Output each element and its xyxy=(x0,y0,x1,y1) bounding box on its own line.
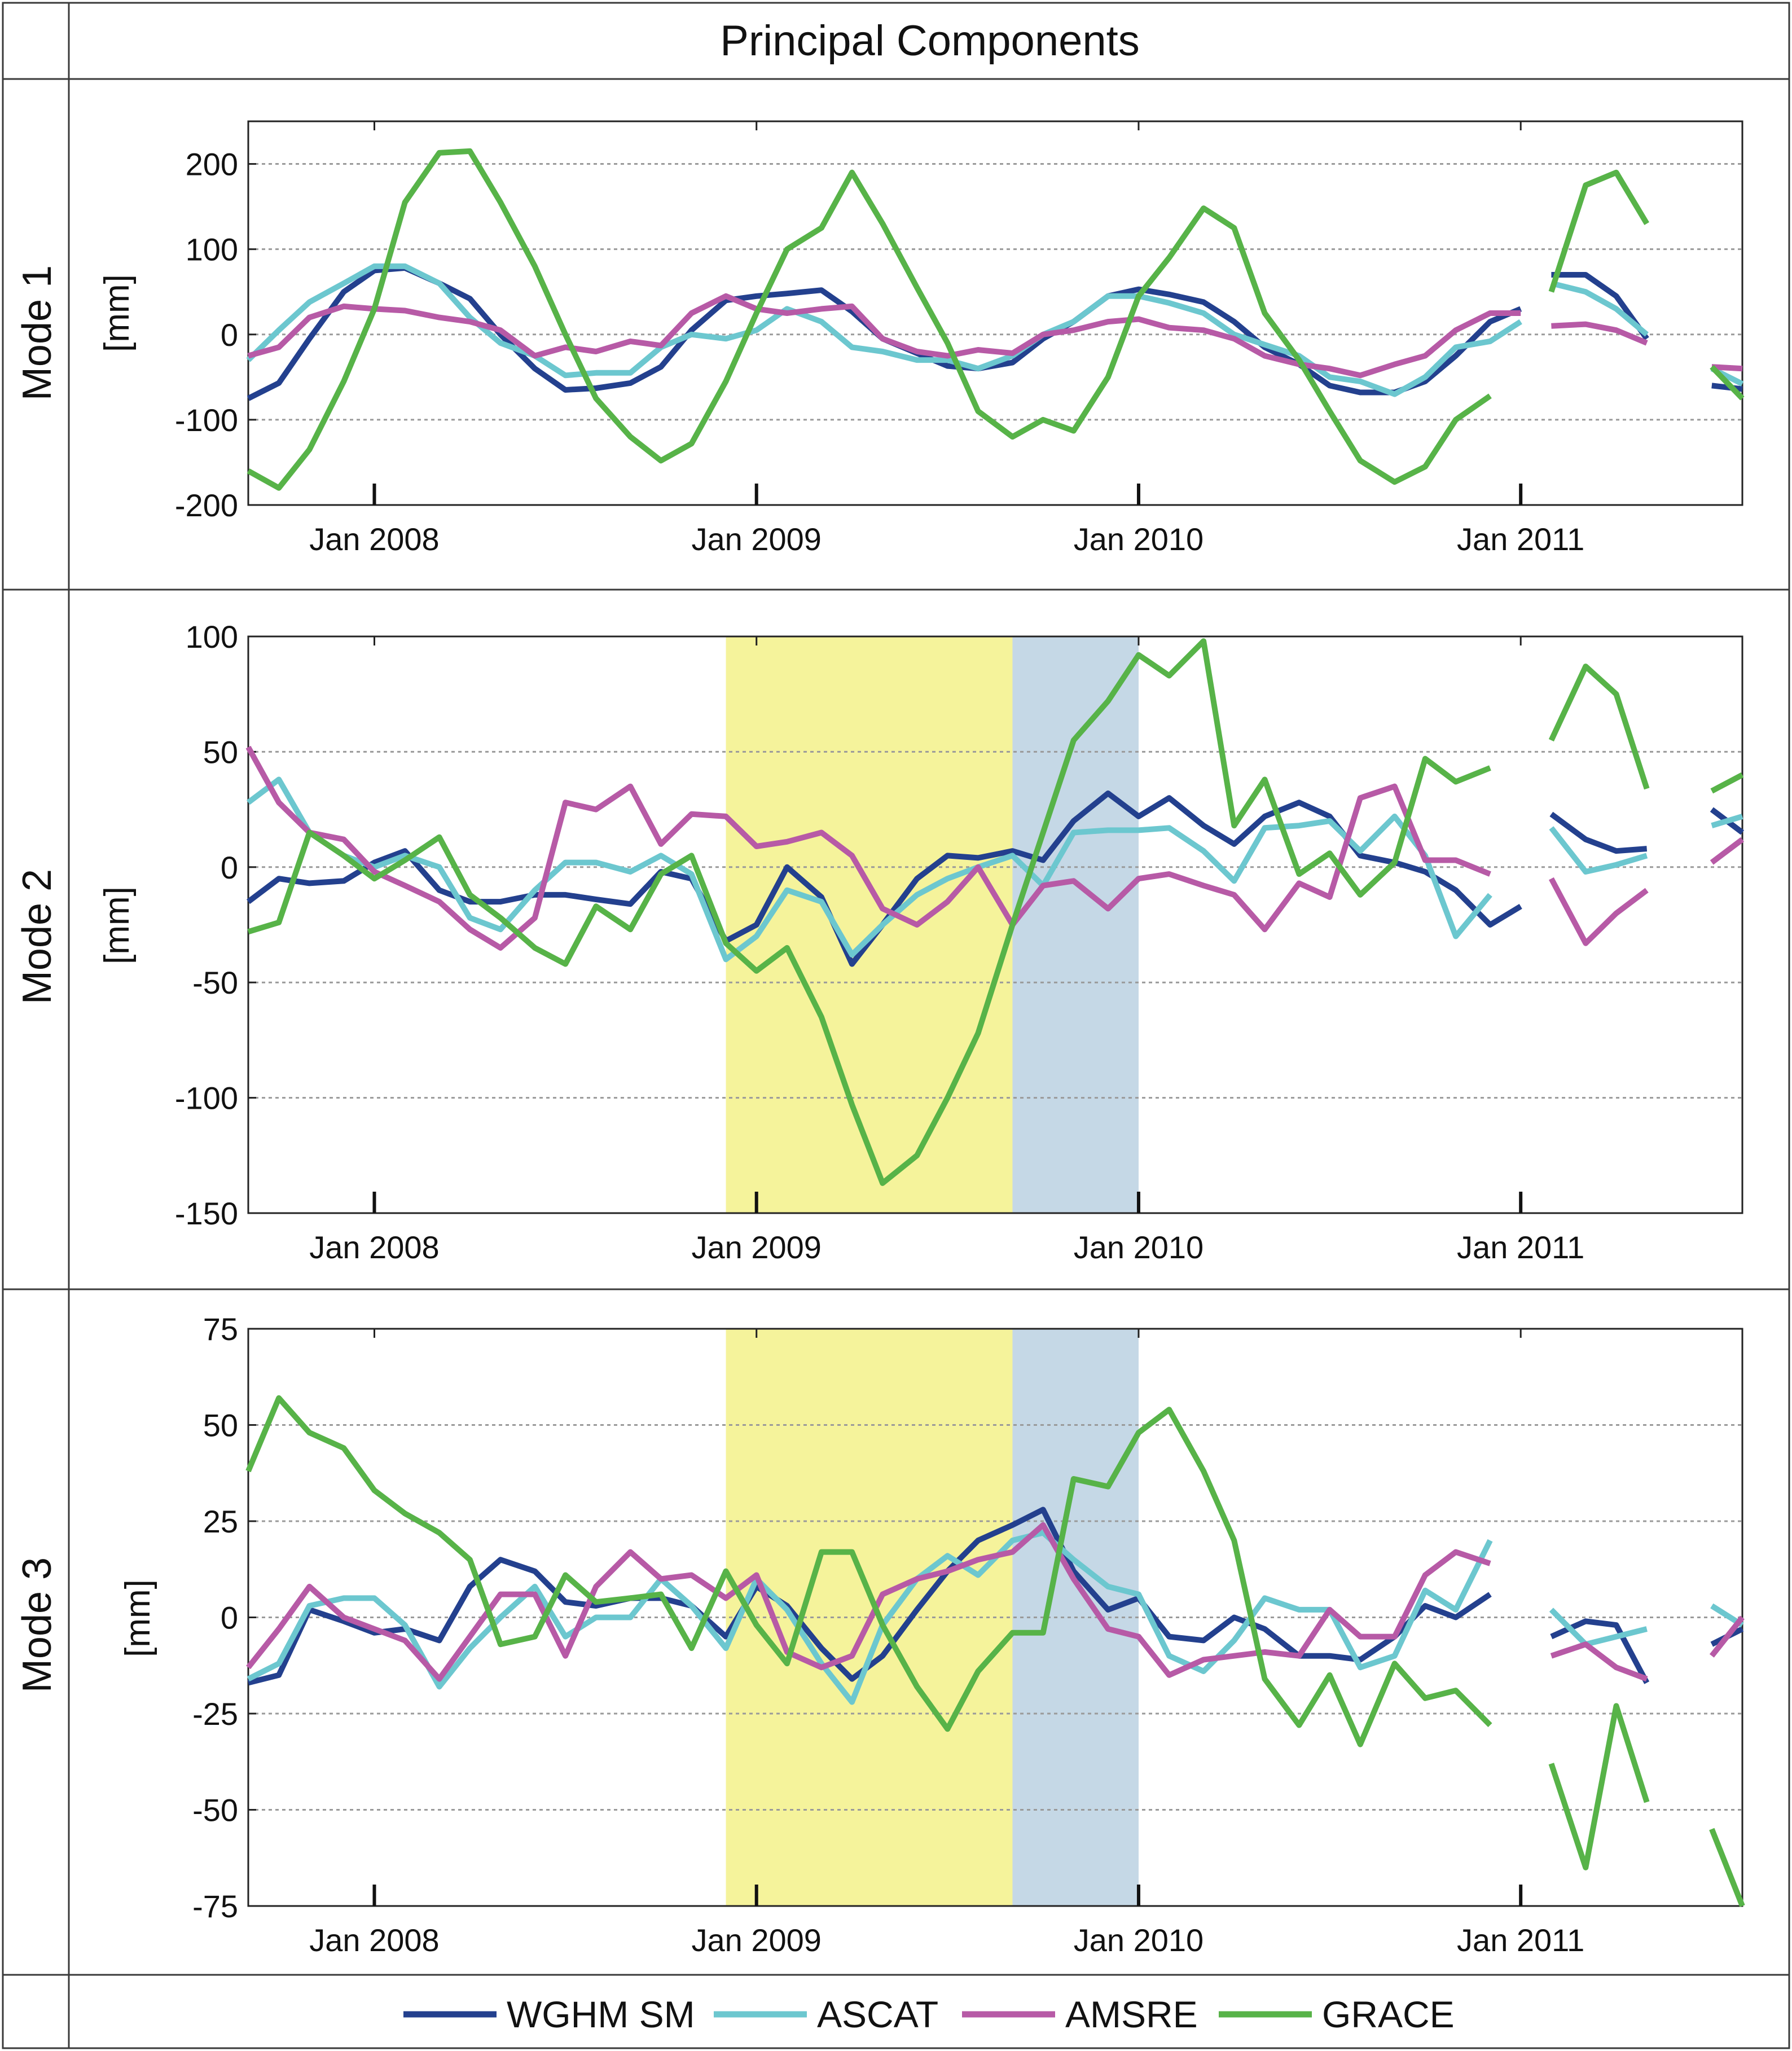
series-line-amsre-mode3 xyxy=(246,1522,1745,1682)
series-line-grace-mode2 xyxy=(247,638,1744,1186)
legend-label-wghm-sm: WGHM SM xyxy=(507,1993,695,2035)
y-tick-label: 25 xyxy=(203,1504,238,1539)
legend-item-wghm-sm: WGHM SM xyxy=(403,1993,695,2035)
y-tick-label: -100 xyxy=(175,1081,238,1116)
x-tick-label: Jan 2008 xyxy=(309,1229,439,1265)
y-tick-label: 75 xyxy=(203,1311,238,1347)
y-axis-unit-label: [mm] xyxy=(98,274,137,352)
y-tick-label: 100 xyxy=(186,619,238,655)
x-tick-label: Jan 2011 xyxy=(1457,521,1584,557)
series-line-amsre-mode2 xyxy=(245,745,1745,951)
series-line-amsre-mode1 xyxy=(247,293,1743,379)
series-line-ascat-mode1 xyxy=(246,263,1744,397)
y-tick-label: 50 xyxy=(203,734,238,770)
legend-item-ascat: ASCAT xyxy=(714,1993,938,2035)
series-line-grace-mode3 xyxy=(245,1395,1745,1907)
shaded-period-1 xyxy=(726,636,1013,1213)
y-tick-label: -150 xyxy=(175,1196,238,1231)
y-tick-label: -100 xyxy=(175,402,238,438)
y-tick-label: -25 xyxy=(192,1696,238,1732)
series-line-wghm-sm-mode1 xyxy=(247,265,1743,401)
panels-group: -200 -100 0 100 200 Jan 2008 Jan 2009 Jan 2010 J… xyxy=(15,120,1745,1958)
y-tick-label: -50 xyxy=(192,965,238,1000)
y-tick-label: 200 xyxy=(186,147,238,182)
x-tick-label: Jan 2009 xyxy=(692,521,822,557)
legend-item-amsre: AMSRE xyxy=(962,1993,1198,2035)
y-tick-label: 0 xyxy=(221,317,238,353)
shaded-period-2 xyxy=(1012,636,1139,1213)
panel-3: -75 -50 -25 0 25 50 75 Jan 2008 Jan 2009 Jan 2010… xyxy=(15,1311,1745,1958)
legend-label-grace: GRACE xyxy=(1322,1993,1455,2035)
x-tick-label: Jan 2008 xyxy=(309,521,439,557)
x-tick-label: Jan 2010 xyxy=(1074,1922,1204,1958)
figure-title: Principal Components xyxy=(720,17,1140,65)
y-tick-label: 0 xyxy=(221,850,238,885)
plot-area xyxy=(247,635,1743,1214)
panel-2: -150 -100 -50 0 50 100 Jan 2008 Jan 2009 Jan 201… xyxy=(15,619,1745,1265)
x-tick-label: Jan 2010 xyxy=(1074,521,1204,557)
x-tick-label: Jan 2010 xyxy=(1074,1229,1204,1265)
series-line-grace-mode1 xyxy=(247,148,1745,491)
x-tick-label: Jan 2011 xyxy=(1457,1922,1584,1958)
panel-1: -200 -100 0 100 200 Jan 2008 Jan 2009 Jan 2010 J… xyxy=(15,120,1745,557)
x-tick-label: Jan 2008 xyxy=(309,1922,439,1958)
y-tick-label: 50 xyxy=(203,1408,238,1443)
y-tick-label: -50 xyxy=(192,1793,238,1828)
legend-item-grace: GRACE xyxy=(1219,1993,1455,2035)
y-tick-label: -200 xyxy=(175,488,238,523)
y-tick-label: -75 xyxy=(192,1888,238,1924)
plot-area xyxy=(247,120,1743,506)
legend: WGHM SM ASCAT AMSRE GRACE xyxy=(403,1993,1455,2035)
mode-label: Mode 3 xyxy=(15,1557,60,1693)
y-axis-unit-label: [mm] xyxy=(98,886,137,964)
y-tick-label: 100 xyxy=(186,232,238,267)
x-tick-label: Jan 2009 xyxy=(692,1229,822,1265)
legend-label-ascat: ASCAT xyxy=(817,1993,938,2035)
x-tick-label: Jan 2009 xyxy=(692,1922,822,1958)
legend-label-amsre: AMSRE xyxy=(1065,1993,1198,2035)
x-tick-label: Jan 2011 xyxy=(1457,1229,1584,1265)
y-tick-label: 0 xyxy=(221,1600,238,1636)
mode-label: Mode 2 xyxy=(15,869,60,1004)
y-axis-unit-label: [mm] xyxy=(118,1579,157,1657)
mode-label: Mode 1 xyxy=(15,265,60,401)
